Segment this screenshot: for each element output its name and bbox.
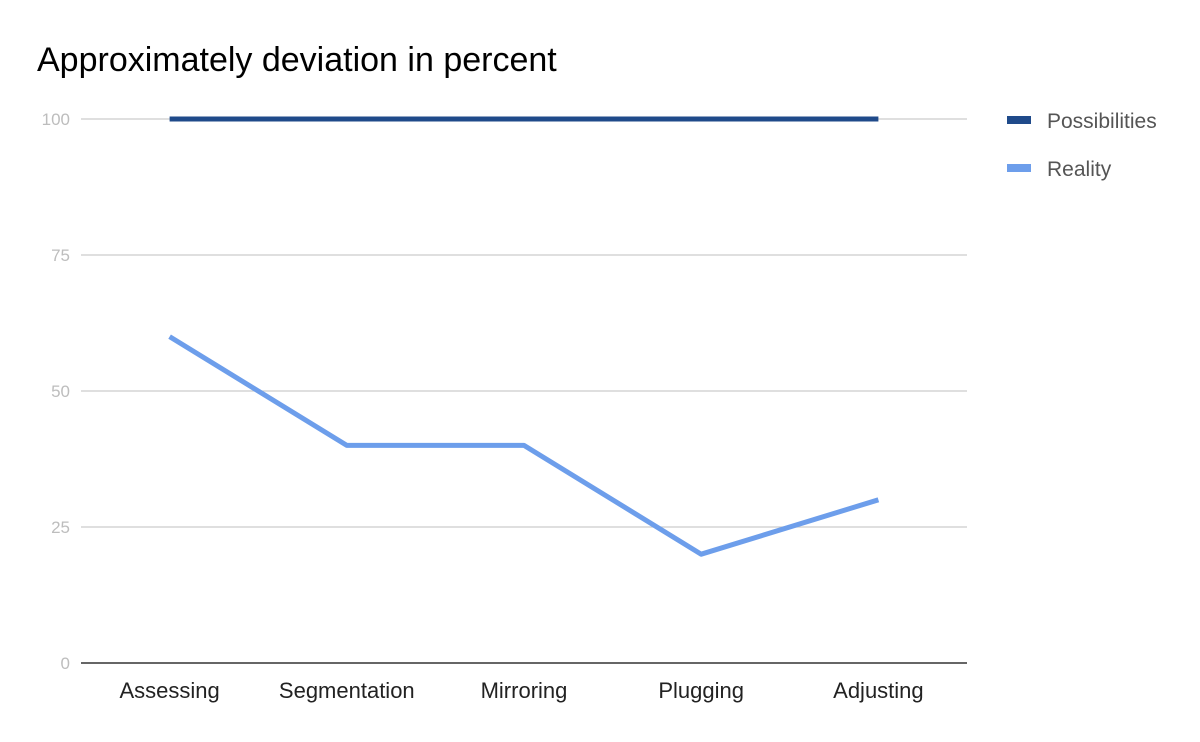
x-tick-label: Plugging: [658, 678, 744, 703]
chart-title: Approximately deviation in percent: [37, 41, 557, 79]
y-axis-ticks: 0 25 50 75 100: [42, 110, 70, 673]
x-tick-label: Mirroring: [481, 678, 568, 703]
x-tick-label: Assessing: [119, 678, 219, 703]
y-tick-label: 25: [51, 518, 70, 537]
series-lines: [168, 116, 880, 557]
y-tick-label: 0: [61, 654, 70, 673]
y-tick-label: 75: [51, 246, 70, 265]
x-tick-label: Segmentation: [279, 678, 415, 703]
y-tick-label: 100: [42, 110, 70, 129]
x-tick-label: Adjusting: [833, 678, 924, 703]
series-line-reality: [168, 334, 880, 557]
legend-label: Possibilities: [1047, 110, 1157, 133]
x-axis-ticks: Assessing Segmentation Mirroring Plugging Ad…: [119, 678, 923, 703]
gridlines: [81, 118, 967, 528]
y-tick-label: 50: [51, 382, 70, 401]
legend-label: Reality: [1047, 158, 1112, 181]
legend-swatch: [1007, 164, 1031, 172]
legend-swatch: [1007, 116, 1031, 124]
legend: Possibilities Reality: [1007, 110, 1157, 181]
